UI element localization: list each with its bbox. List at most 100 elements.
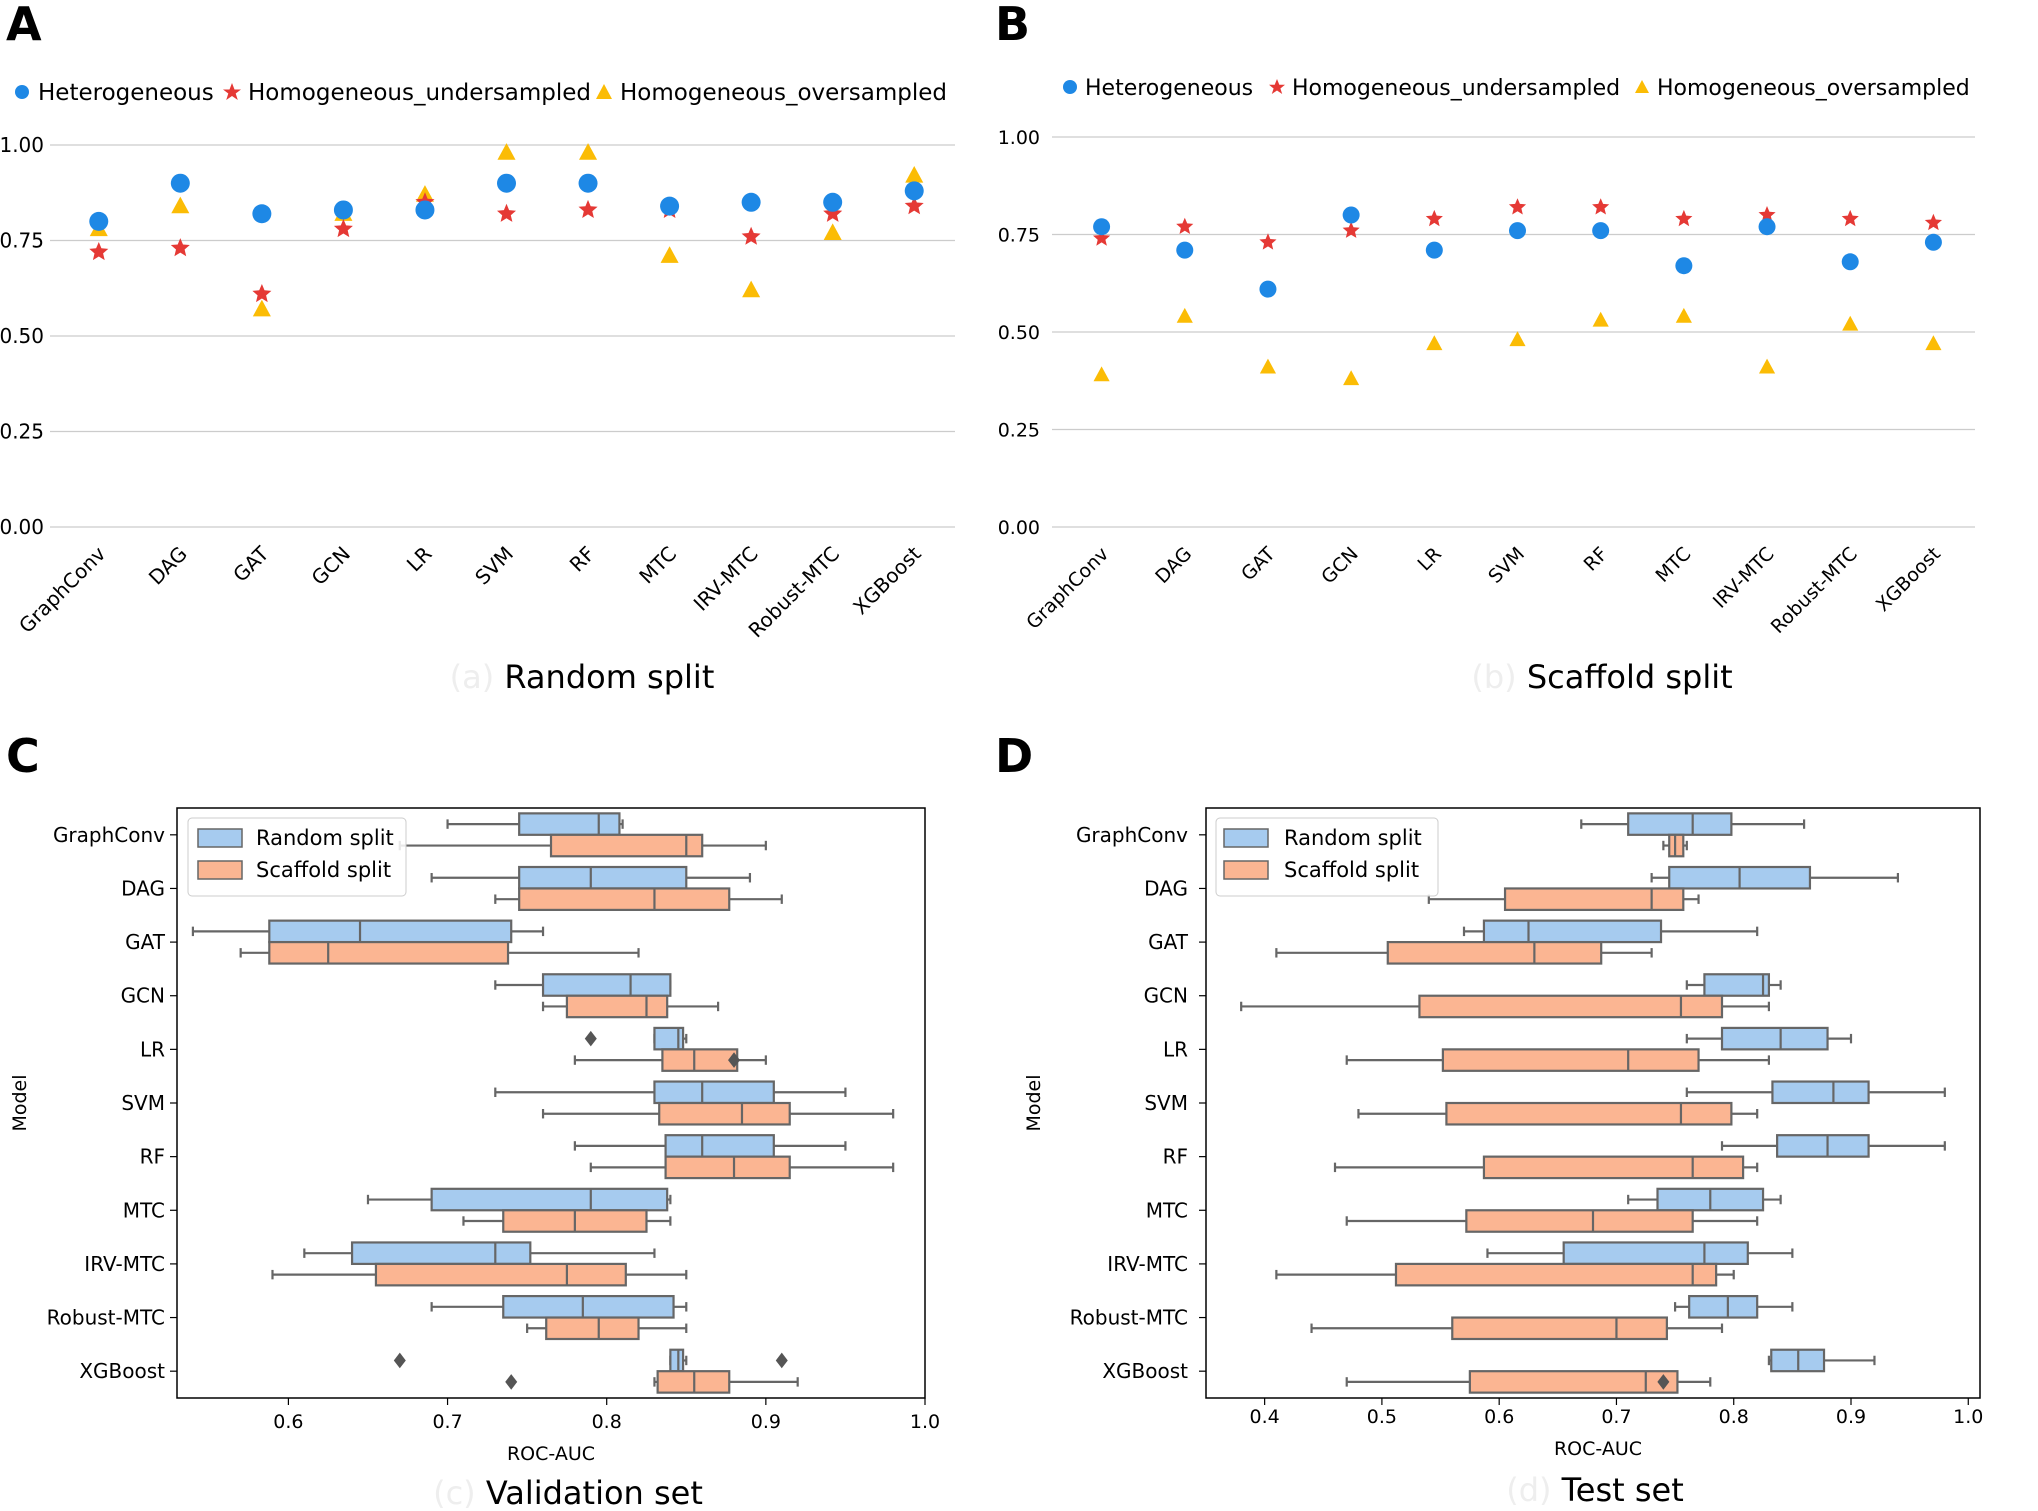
ytick-label-d-3: GCN (1144, 984, 1188, 1008)
ytick-label-a-1: 0.25 (0, 420, 44, 444)
point-a-heterogeneous-4 (415, 200, 435, 220)
legend-c: Random split Scaffold split (187, 817, 407, 897)
point-a-heterogeneous-6 (578, 173, 598, 193)
point-b-oversampled-7 (1675, 307, 1692, 323)
box-d-random-2 (1482, 919, 1663, 944)
box-c-random-8 (350, 1241, 532, 1266)
xtick-label-a-8: IRV-MTC (689, 542, 763, 616)
panel-d-boxplot: D GraphConv DAG GAT GCN LR SVM RF MTC IRV-MTC Rob… (995, 729, 1983, 1509)
xtick-label-c-3: 0.9 (751, 1411, 781, 1433)
points-b (1093, 198, 1942, 386)
legend-c-random-swatch (197, 828, 243, 848)
point-b-heterogeneous-4 (1425, 241, 1443, 259)
xtick-label-b-3: GCN (1317, 543, 1362, 588)
point-a-undersampled-10 (904, 196, 924, 215)
xtick-label-a-6: RF (565, 542, 600, 577)
ytick-label-a-4: 1.00 (0, 133, 44, 157)
legend-b-oversampled-label: Homogeneous_oversampled (1657, 76, 1970, 101)
caption-b-title: Scaffold split (1527, 658, 1733, 696)
panel-label-a: A (6, 0, 42, 51)
box-c-scaffold-8 (374, 1262, 627, 1287)
ytick-label-b-1: 0.25 (998, 420, 1040, 442)
box-c-random-1 (518, 865, 688, 890)
legend-b-undersampled-marker (1269, 79, 1285, 94)
caption-b-prefix: (b) (1471, 658, 1516, 696)
box-d-scaffold-0 (1668, 833, 1685, 858)
point-b-undersampled-7 (1675, 209, 1693, 227)
point-a-heterogeneous-8 (741, 192, 761, 212)
flier-c-random-10-0 (393, 1352, 406, 1369)
point-a-undersampled-8 (741, 226, 761, 245)
grid-a (50, 144, 955, 528)
point-a-oversampled-9 (823, 223, 842, 240)
point-b-undersampled-5 (1508, 198, 1527, 215)
box-c-random-9 (502, 1294, 675, 1319)
flier-d-scaffold-10-0 (1657, 1374, 1670, 1390)
box-c-random-5 (653, 1080, 775, 1105)
legend-d-random-label: Random split (1284, 826, 1422, 850)
flier-c-scaffold-4-0 (728, 1052, 741, 1068)
box-d-scaffold-3 (1418, 994, 1724, 1019)
point-b-oversampled-0 (1093, 366, 1110, 382)
point-a-heterogeneous-1 (170, 173, 190, 193)
point-b-heterogeneous-10 (1924, 233, 1942, 251)
ytick-label-b-2: 0.50 (998, 322, 1040, 344)
point-b-oversampled-8 (1758, 358, 1776, 374)
box-d-random-9 (1688, 1294, 1759, 1319)
ytick-label-d-1: DAG (1144, 876, 1188, 900)
point-b-heterogeneous-2 (1259, 280, 1277, 298)
point-b-oversampled-2 (1259, 358, 1277, 374)
point-b-oversampled-9 (1842, 315, 1859, 331)
point-b-oversampled-4 (1426, 335, 1443, 351)
xtick-label-c-2: 0.8 (592, 1411, 622, 1433)
xtick-label-d-0: 0.4 (1250, 1406, 1280, 1428)
point-a-heterogeneous-10 (904, 181, 924, 201)
point-a-undersampled-9 (823, 203, 843, 222)
ytick-label-d-2: GAT (1148, 930, 1189, 954)
xtick-label-d-3: 0.7 (1601, 1406, 1631, 1428)
legend-d-scaffold-swatch (1223, 860, 1269, 880)
grid-b (1052, 136, 1975, 528)
point-b-undersampled-8 (1758, 206, 1776, 223)
legend-d-frame (1215, 817, 1439, 897)
box-d-random-0 (1627, 812, 1733, 836)
ytick-label-c-4: LR (140, 1037, 165, 1061)
caption-a-title: Random split (504, 658, 714, 696)
legend-a-oversampled-marker (596, 84, 612, 99)
box-d-scaffold-10 (1468, 1370, 1679, 1394)
ytick-label-c-8: IRV-MTC (84, 1252, 165, 1276)
legend-b: Heterogeneous Homogeneous_undersampled H… (1063, 76, 1970, 101)
xtick-label-c-4: 1.0 (910, 1411, 940, 1433)
ytick-label-d-6: RF (1163, 1145, 1188, 1169)
xtick-label-c-1: 0.7 (432, 1411, 462, 1433)
xlabel-c: ROC-AUC (507, 1443, 595, 1465)
flier-c-scaffold-10-0 (505, 1374, 518, 1390)
point-b-oversampled-3 (1343, 370, 1360, 386)
xtick-label-a-4: LR (402, 541, 437, 576)
point-a-heterogeneous-0 (89, 211, 109, 231)
caption-c: (c) Validation set (433, 1474, 703, 1511)
point-a-undersampled-1 (170, 238, 190, 257)
point-a-undersampled-3 (333, 219, 353, 238)
ytick-label-a-0: 0.00 (0, 515, 44, 539)
panel-label-d: D (995, 729, 1033, 783)
point-b-undersampled-9 (1841, 209, 1859, 227)
point-b-heterogeneous-5 (1509, 222, 1526, 240)
box-c-random-10 (669, 1348, 685, 1373)
boxes-c (191, 812, 895, 1394)
xticks-a: GraphConv DAG GAT GCN LR SVM RF MTC IRV-MTCRobus… (14, 541, 926, 642)
xtick-label-b-6: RF (1580, 543, 1613, 576)
panel-c-boxplot: C GraphConv DAG GAT GCN LR SVM RF MTC IRV-MTC Rob… (6, 729, 940, 1511)
xticks-d: 0.4 0.5 0.6 0.7 0.8 0.9 1.0 (1250, 1398, 1983, 1428)
box-c-scaffold-6 (664, 1155, 791, 1180)
ytick-label-b-0: 0.00 (998, 517, 1040, 539)
flier-c-random-10-1 (775, 1352, 788, 1369)
xtick-label-b-8: IRV-MTC (1709, 543, 1779, 613)
legend-a-undersampled-marker (223, 83, 241, 100)
point-b-oversampled-1 (1176, 307, 1193, 323)
point-b-oversampled-5 (1509, 331, 1526, 347)
point-b-heterogeneous-0 (1093, 218, 1111, 236)
point-b-heterogeneous-7 (1675, 257, 1693, 275)
box-d-scaffold-7 (1465, 1209, 1694, 1233)
ytick-label-c-0: GraphConv (53, 823, 165, 847)
